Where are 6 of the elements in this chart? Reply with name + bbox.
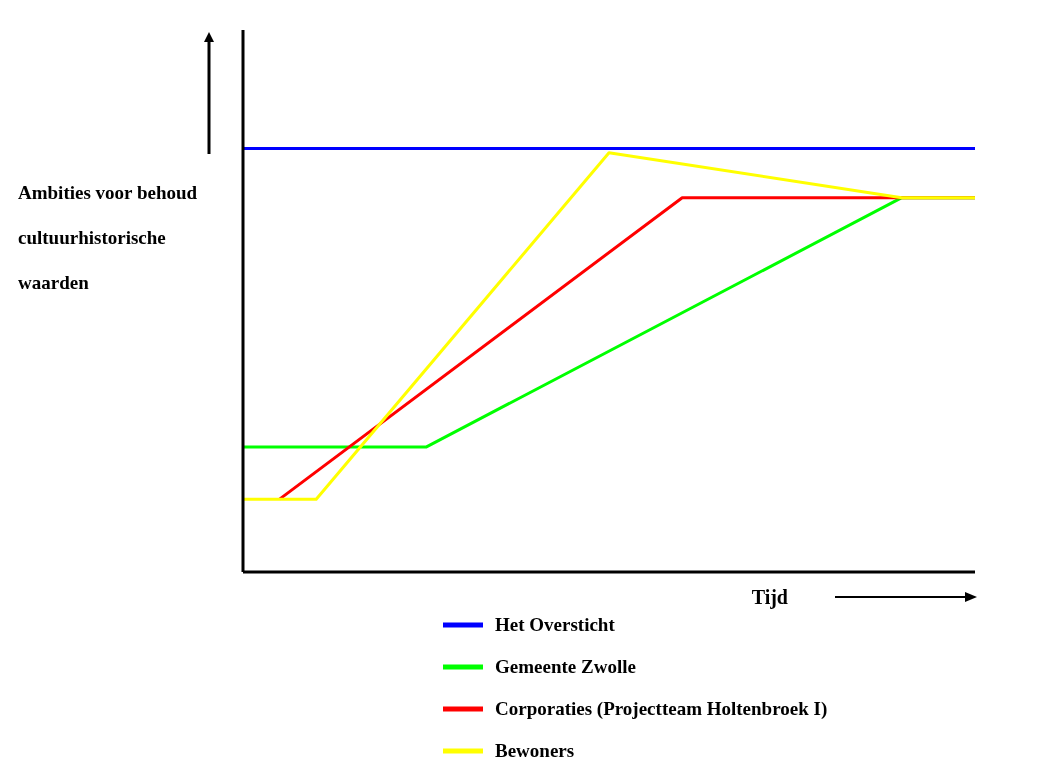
legend-label: Het Oversticht: [495, 614, 615, 635]
legend-label: Bewoners: [495, 740, 575, 761]
legend-label: Corporaties (Projectteam Holtenbroek I): [495, 698, 828, 719]
legend-label: Gemeente Zwolle: [495, 656, 636, 677]
text: Ambities voor behoud cultuurhistorische waarden: [18, 182, 198, 293]
x-axis-title: Tijd: [751, 586, 788, 609]
